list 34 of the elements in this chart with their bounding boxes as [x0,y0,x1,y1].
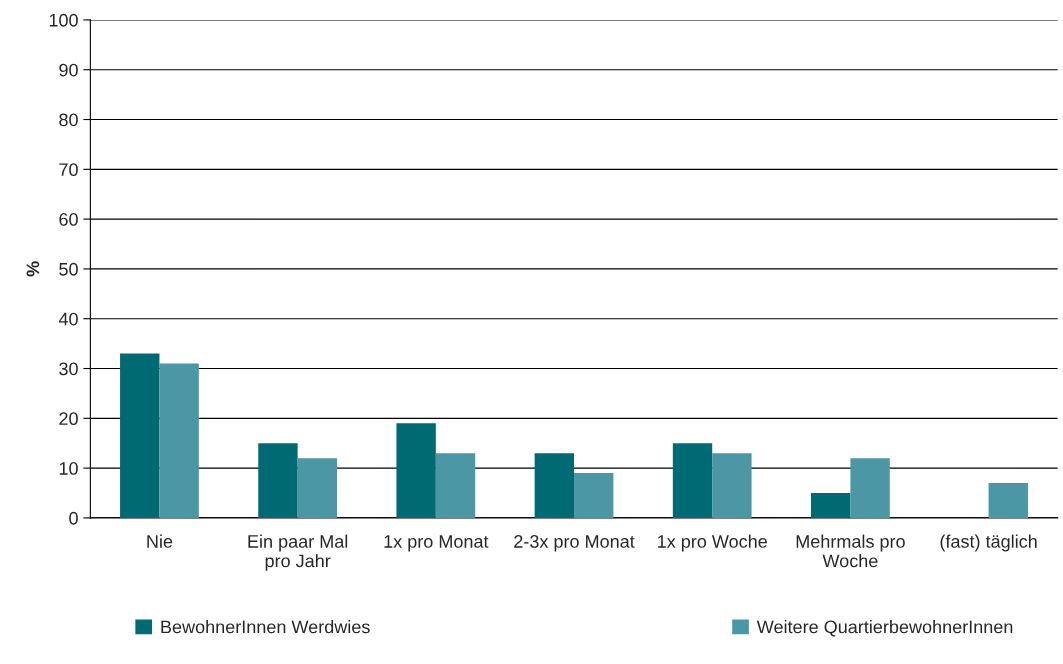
bar [712,453,752,518]
legend-label: Weitere QuartierbewohnerInnen [756,620,1013,637]
bar [850,458,890,518]
bar [534,453,575,518]
bar [672,443,713,518]
bar [120,353,160,518]
bar [811,493,851,518]
y-axis-title: % [26,261,40,277]
y-tick-label: 40 [58,312,78,326]
x-tick-label: 1x pro Woche [658,534,767,552]
x-tick-label: Mehrmals pro Woche [796,534,905,568]
bar [159,363,199,518]
y-tick-label: 20 [59,412,78,426]
bar [297,458,338,518]
y-tick-label: 60 [59,213,78,226]
y-tick-label: 50 [59,262,78,276]
bar [988,483,1028,518]
bar [574,473,614,518]
y-tick-label: 80 [59,113,78,127]
bar [396,423,436,518]
y-tick-label: 100 [49,13,78,27]
y-tick-label: 30 [59,362,78,376]
bar [258,443,298,518]
y-tick-label: 0 [69,511,78,525]
x-tick-label: Ein paar Mal pro Jahr [248,534,348,571]
x-tick-label: 2-3x pro Monat [514,535,635,552]
y-tick-label: 70 [59,163,78,177]
y-tick-label: 10 [59,462,78,475]
y-tick-label: 90 [59,63,78,77]
x-tick-label: (fast) täglich [940,534,1037,552]
bar [435,453,476,518]
x-tick-label: Nie [147,534,173,548]
x-tick-label: 1x pro Monat [384,535,489,552]
legend-label: BewohnerInnen Werdwies [161,620,370,634]
